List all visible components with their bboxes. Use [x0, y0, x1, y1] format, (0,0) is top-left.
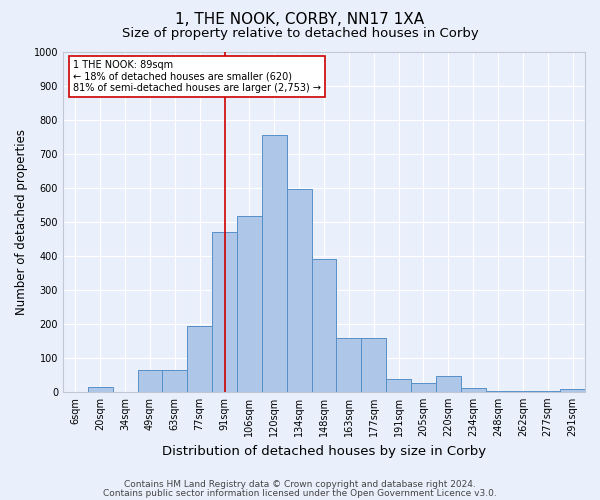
Text: Contains public sector information licensed under the Open Government Licence v3: Contains public sector information licen… [103, 489, 497, 498]
Text: 1, THE NOOK, CORBY, NN17 1XA: 1, THE NOOK, CORBY, NN17 1XA [175, 12, 425, 28]
Y-axis label: Number of detached properties: Number of detached properties [15, 128, 28, 314]
Text: 1 THE NOOK: 89sqm
← 18% of detached houses are smaller (620)
81% of semi-detache: 1 THE NOOK: 89sqm ← 18% of detached hous… [73, 60, 322, 93]
Bar [187, 326, 212, 392]
Bar [361, 338, 386, 392]
Bar [212, 232, 237, 392]
Bar [560, 389, 585, 392]
Text: Size of property relative to detached houses in Corby: Size of property relative to detached ho… [122, 28, 478, 40]
Bar [237, 216, 262, 392]
Bar [535, 391, 560, 392]
Bar [137, 370, 163, 392]
Text: Contains HM Land Registry data © Crown copyright and database right 2024.: Contains HM Land Registry data © Crown c… [124, 480, 476, 489]
Bar [287, 188, 311, 392]
Bar [163, 370, 187, 392]
Bar [436, 376, 461, 392]
Bar [262, 135, 287, 392]
Bar [461, 388, 485, 392]
Bar [485, 391, 511, 392]
Bar [337, 338, 361, 392]
Bar [88, 388, 113, 392]
Bar [311, 259, 337, 392]
Bar [411, 384, 436, 392]
Bar [386, 379, 411, 392]
Bar [511, 391, 535, 392]
X-axis label: Distribution of detached houses by size in Corby: Distribution of detached houses by size … [162, 444, 486, 458]
